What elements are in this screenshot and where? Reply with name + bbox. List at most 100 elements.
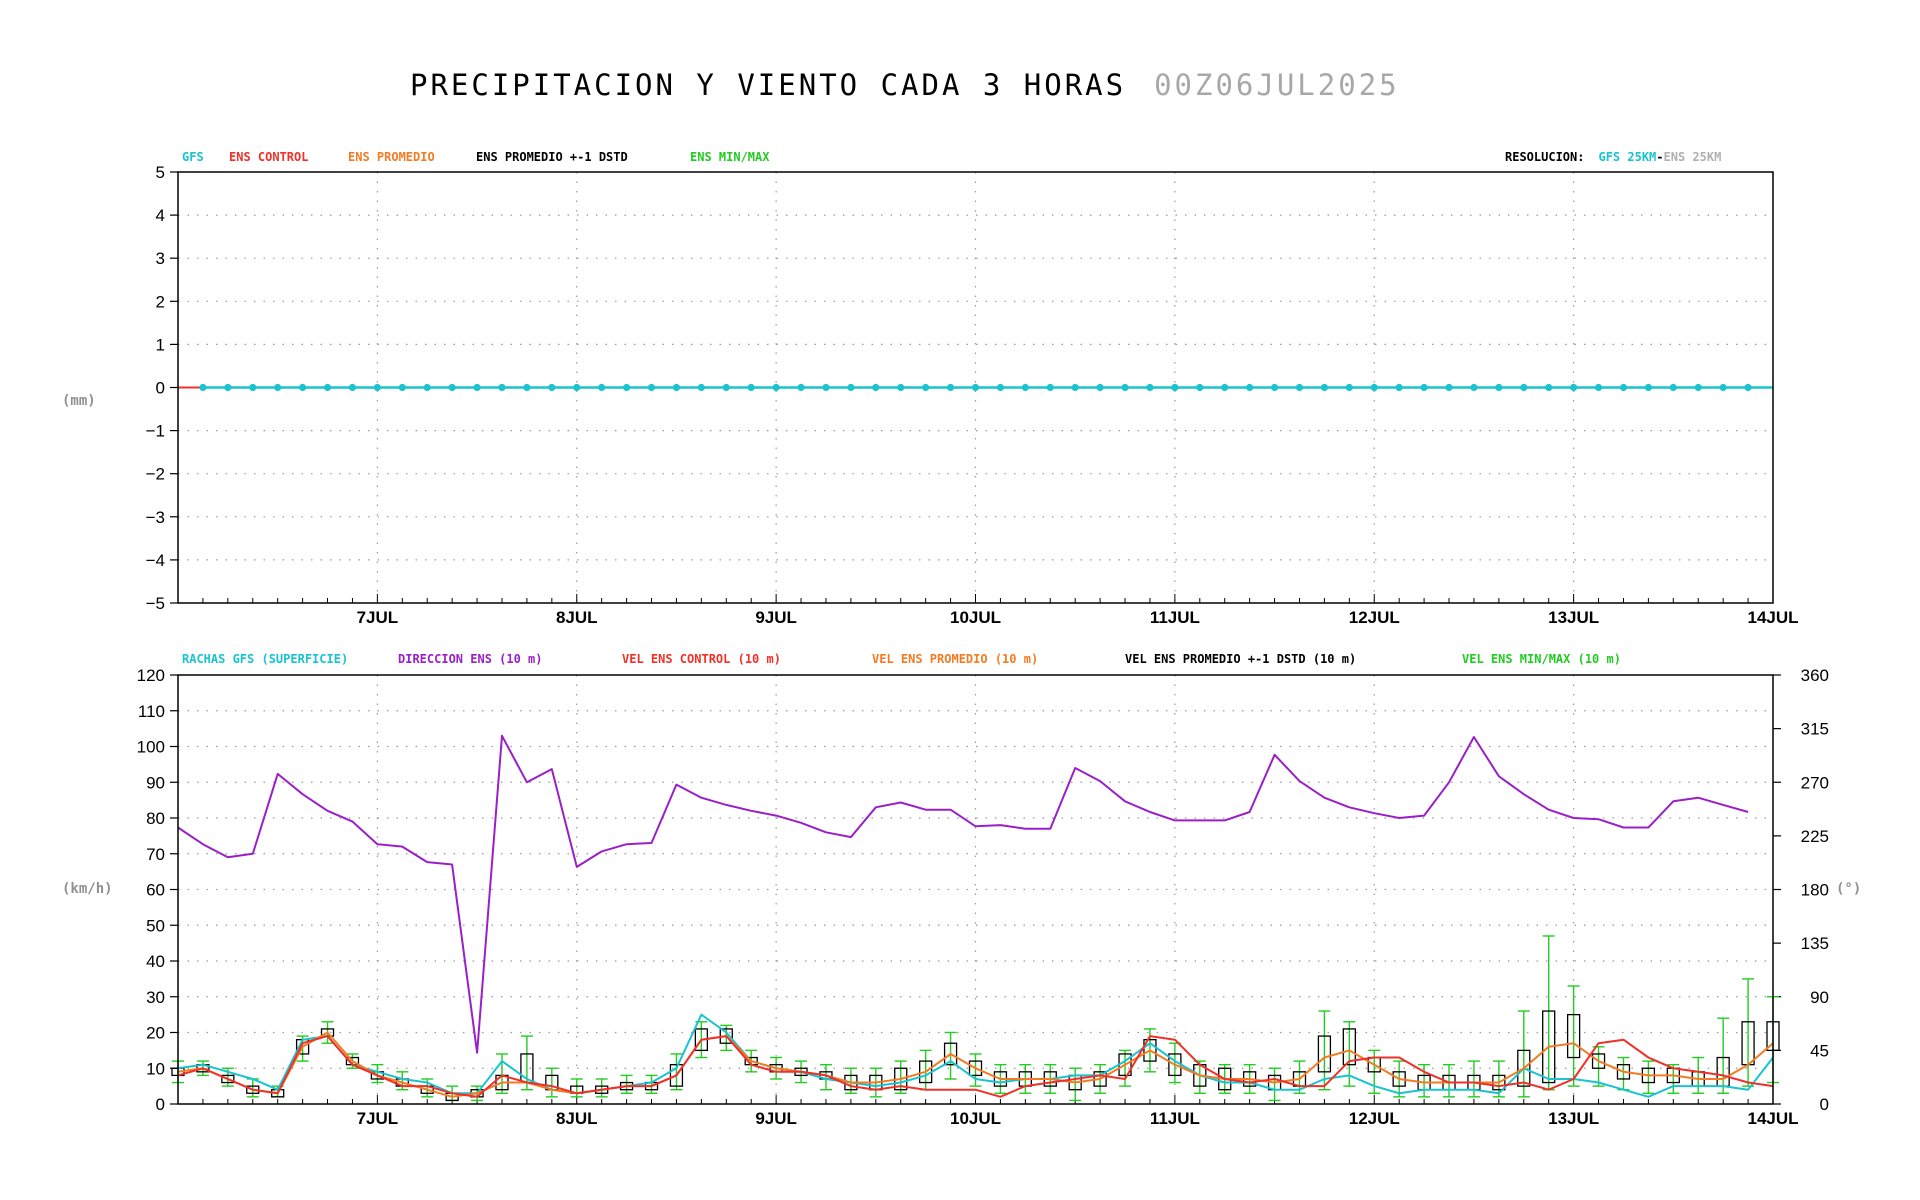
wind-legend-direccion: DIRECCION ENS (10 m) xyxy=(398,652,543,666)
precip-gfs-point xyxy=(1644,383,1652,392)
precip-gfs-point xyxy=(523,383,531,392)
precip-gfs-point xyxy=(1146,383,1154,392)
wind-y2-tick-label: 90 xyxy=(1810,988,1829,1007)
wind-std-box xyxy=(1143,1039,1157,1062)
precip-x-tick-label: 13JUL xyxy=(1548,608,1599,627)
precip-gfs-point xyxy=(448,383,456,392)
wind-series xyxy=(171,734,1780,1102)
precip-gfs-point xyxy=(1295,383,1304,392)
precip-gfs-point xyxy=(249,383,257,392)
wind-std-box xyxy=(221,1074,235,1084)
wind-x-tick-label: 11JUL xyxy=(1150,1109,1200,1128)
chart-title-run: 00Z06JUL2025 xyxy=(1154,68,1400,102)
wind-y-tick-label: 70 xyxy=(146,845,165,864)
precip-legend-minmax: ENS MIN/MAX xyxy=(690,150,770,164)
wind-x-tick-label: 13JUL xyxy=(1548,1109,1599,1128)
precip-gfs-point xyxy=(1570,383,1578,392)
wind-y-tick-label: 40 xyxy=(146,952,165,971)
wind-x-tick-label: 14JUL xyxy=(1747,1109,1798,1128)
precip-gfs-point xyxy=(747,383,755,392)
precip-legend-control: ENS CONTROL xyxy=(229,150,308,164)
precip-gfs-point xyxy=(996,383,1005,392)
precip-gfs-point xyxy=(299,383,307,392)
wind-x-tick-label: 9JUL xyxy=(755,1109,797,1128)
precip-gfs-point xyxy=(224,383,232,392)
wind-std-box xyxy=(943,1042,958,1066)
precip-x-tick-label: 9JUL xyxy=(755,608,797,627)
wind-std-box xyxy=(968,1060,983,1077)
precip-gfs-point xyxy=(1520,383,1528,392)
wind-y2-tick-label: 225 xyxy=(1801,827,1829,846)
wind-y-tick-label: 80 xyxy=(146,809,165,828)
precip-gfs-point xyxy=(1694,383,1702,392)
precip-gfs-point xyxy=(473,383,481,392)
precip-gfs-point xyxy=(922,383,930,392)
wind-y2-ticks: 360 315 270 225 180 135 90 45 0 xyxy=(1773,666,1829,1114)
res-sep: - xyxy=(1656,150,1663,164)
wind-x-tick-label: 10JUL xyxy=(950,1109,1001,1128)
precip-gfs-point xyxy=(598,383,606,392)
precip-gfs-point xyxy=(1395,383,1403,392)
precip-gfs-point xyxy=(199,383,207,392)
wind-y-tick-label: 0 xyxy=(156,1095,165,1114)
precip-gfs-point xyxy=(697,383,705,392)
precip-legend-std: ENS PROMEDIO +-1 DSTD xyxy=(476,150,628,164)
precip-gfs-point xyxy=(1270,383,1279,392)
precip-y-ticks: 5 4 3 2 1 0 −1 −2 −3 −4 −5 xyxy=(146,163,178,613)
precip-gfs-point xyxy=(1495,383,1503,392)
wind-x-tick-label: 12JUL xyxy=(1349,1109,1400,1128)
wind-std-box xyxy=(1566,1013,1581,1059)
precip-y-tick-label: 0 xyxy=(156,379,165,398)
wind-y-tick-label: 10 xyxy=(146,1059,165,1078)
precip-gfs-point xyxy=(373,383,381,392)
wind-y-tick-label: 60 xyxy=(146,881,165,900)
wind-direccion-line xyxy=(177,734,1749,1054)
precip-gfs-point xyxy=(1669,383,1677,392)
wind-legend-control: VEL ENS CONTROL (10 m) xyxy=(622,652,781,666)
wind-ens-promedio-line xyxy=(177,1031,1774,1098)
wind-y-tick-label: 110 xyxy=(138,702,165,721)
precip-y-tick-label: −2 xyxy=(146,465,165,484)
wind-std-box xyxy=(669,1064,684,1087)
precip-legend-resolucion: RESOLUCION: GFS 25KM-ENS 25KM xyxy=(1505,150,1721,164)
precip-gfs-point xyxy=(274,383,282,392)
wind-y-tick-label: 120 xyxy=(137,666,165,685)
precip-gfs-point xyxy=(1345,383,1353,392)
precip-gfs-point xyxy=(822,383,830,392)
precip-legend-promedio: ENS PROMEDIO xyxy=(348,150,435,164)
precip-gfs-point xyxy=(897,383,905,392)
precip-unit-label: (mm) xyxy=(62,393,96,409)
precip-gfs-point xyxy=(1370,383,1378,392)
precip-gfs-point xyxy=(1445,383,1453,392)
precip-gfs-point xyxy=(548,383,556,392)
precip-gfs-point xyxy=(1470,383,1478,392)
precip-gfs-point xyxy=(1171,383,1179,392)
precip-gfs-point xyxy=(722,383,730,392)
precip-gfs-point xyxy=(1719,383,1727,392)
precip-gfs-point xyxy=(1196,383,1204,392)
precip-y-tick-label: 1 xyxy=(156,335,165,354)
precip-y-tick-label: 4 xyxy=(156,206,165,225)
precip-y-tick-label: 3 xyxy=(156,249,165,268)
precip-y-tick-label: −1 xyxy=(146,422,165,441)
precip-gfs-point xyxy=(872,383,880,392)
wind-gridlines xyxy=(178,675,1773,1104)
precip-gfs-point xyxy=(1420,383,1428,392)
precip-gfs-point xyxy=(423,383,431,392)
wind-legend-promedio: VEL ENS PROMEDIO (10 m) xyxy=(872,652,1038,666)
precip-series xyxy=(178,383,1773,392)
precip-gfs-point xyxy=(323,383,332,392)
wind-x-tick-label: 8JUL xyxy=(556,1109,598,1128)
wind-x-tick-label: 7JUL xyxy=(357,1109,399,1128)
wind-std-box xyxy=(1591,1053,1606,1069)
precip-gfs-point xyxy=(1046,383,1054,392)
wind-std-box xyxy=(1342,1028,1356,1066)
wind-legend-rachas: RACHAS GFS (SUPERFICIE) xyxy=(182,652,348,666)
precip-gfs-point xyxy=(1071,383,1079,392)
precip-x-tick-label: 11JUL xyxy=(1150,608,1200,627)
precip-gfs-point xyxy=(971,383,980,392)
precip-gfs-point xyxy=(847,383,855,392)
chart-title: PRECIPITACION Y VIENTO CADA 3 HORAS 00Z06… xyxy=(410,68,1400,102)
precip-gfs-point xyxy=(573,383,581,392)
